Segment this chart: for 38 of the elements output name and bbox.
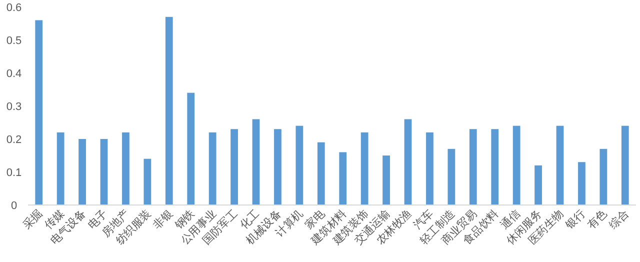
y-tick-label: 0.3 bbox=[6, 101, 22, 113]
bar bbox=[600, 148, 608, 205]
bar bbox=[534, 165, 542, 205]
bar bbox=[56, 132, 64, 205]
bar bbox=[252, 119, 260, 205]
bar bbox=[382, 156, 390, 205]
bar bbox=[317, 142, 325, 205]
y-tick-label: 0.4 bbox=[6, 68, 22, 80]
y-tick-label: 0.1 bbox=[6, 167, 22, 179]
bar bbox=[556, 126, 564, 205]
bar bbox=[296, 126, 304, 205]
bar bbox=[491, 129, 499, 205]
bar bbox=[165, 16, 173, 205]
x-tick-label: 采掘 bbox=[20, 206, 45, 232]
bar bbox=[35, 20, 43, 205]
bar bbox=[469, 129, 477, 205]
bar bbox=[448, 148, 456, 205]
x-tick-label: 非银 bbox=[150, 206, 176, 232]
bar bbox=[274, 129, 282, 205]
bar bbox=[404, 119, 412, 205]
bar bbox=[360, 132, 368, 205]
y-tick-label: 0 bbox=[10, 200, 18, 212]
bar bbox=[621, 126, 629, 205]
bar bbox=[512, 126, 520, 205]
y-tick-label: 0.6 bbox=[6, 2, 22, 14]
bar bbox=[187, 92, 195, 205]
bar bbox=[122, 132, 130, 205]
bar bbox=[339, 152, 347, 205]
x-tick-label: 银行 bbox=[563, 208, 588, 232]
bar bbox=[426, 132, 434, 205]
bar bbox=[578, 162, 586, 205]
bar bbox=[208, 132, 216, 205]
y-tick-label: 0.2 bbox=[6, 134, 22, 146]
bar bbox=[230, 129, 238, 205]
bar bbox=[78, 139, 86, 205]
bar bbox=[100, 139, 108, 205]
y-tick-label: 0.5 bbox=[6, 35, 22, 47]
bar bbox=[144, 158, 152, 205]
